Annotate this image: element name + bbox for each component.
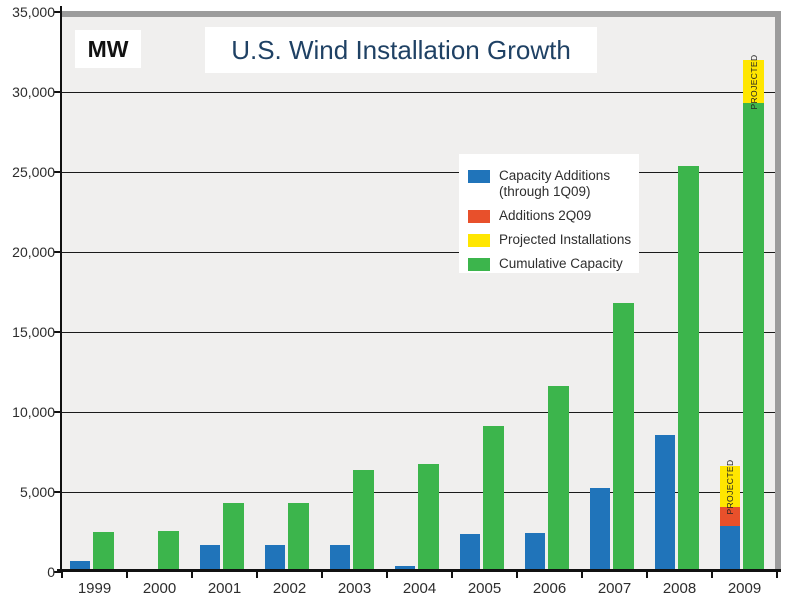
y-axis-tick [54, 251, 62, 253]
bar-cumulative-capacity [418, 464, 439, 572]
bar-capacity-additions [720, 525, 740, 572]
bar-capacity-additions [330, 545, 350, 572]
y-tick-label: 20,000 [12, 244, 55, 260]
bar-cumulative-capacity [483, 425, 504, 572]
bar-additions-2q09 [720, 507, 740, 526]
projected-label: PROJECTED [725, 459, 735, 515]
gridline [62, 171, 775, 173]
x-axis-tick [776, 572, 778, 578]
legend-label-line1: Capacity Additions [499, 168, 611, 183]
y-tick-label: 15,000 [12, 324, 55, 340]
plot-right-shadow [775, 11, 781, 571]
bar-cumulative-capacity [743, 103, 764, 572]
y-axis-tick [54, 491, 62, 493]
y-tick-label: 30,000 [12, 84, 55, 100]
x-axis-tick [711, 572, 713, 578]
legend-label: Additions 2Q09 [499, 208, 592, 223]
bar-capacity-additions [200, 544, 220, 572]
x-axis-tick [61, 572, 63, 578]
chart-title: U.S. Wind Installation Growth [205, 27, 597, 73]
bar-capacity-additions [525, 532, 545, 572]
y-axis-line [60, 6, 62, 573]
x-axis-tick [516, 572, 518, 578]
x-tick-label: 2005 [467, 580, 502, 597]
bar-cumulative-capacity [223, 503, 244, 572]
x-tick-label: 2008 [662, 580, 697, 597]
legend-swatch-additions-2q09 [468, 210, 490, 223]
x-tick-label: 2006 [532, 580, 567, 597]
x-axis-tick [321, 572, 323, 578]
x-tick-label: 2004 [402, 580, 437, 597]
y-axis-tick [54, 331, 62, 333]
y-axis-tick [54, 171, 62, 173]
bar-capacity-additions [265, 544, 285, 572]
x-axis-tick [581, 572, 583, 578]
legend-label: Capacity Additions (through 1Q09) [499, 168, 610, 200]
legend: Capacity Additions (through 1Q09) Additi… [459, 154, 639, 273]
bar-projected-installations [720, 466, 740, 508]
y-axis-tick [54, 411, 62, 413]
x-axis-tick [451, 572, 453, 578]
gridline [62, 251, 775, 253]
bar-capacity-additions [460, 533, 480, 572]
x-axis-tick [386, 572, 388, 578]
x-tick-label: 2002 [272, 580, 307, 597]
bar-capacity-additions [395, 565, 415, 572]
x-axis-line [57, 569, 781, 572]
legend-item-projected-installations: Projected Installations [468, 232, 639, 248]
legend-swatch-cumulative-capacity [468, 258, 490, 271]
x-tick-label: 2007 [597, 580, 632, 597]
gridline [62, 331, 775, 333]
gridline [62, 411, 775, 413]
legend-label: Cumulative Capacity [499, 256, 623, 271]
y-axis-unit-label: MW [75, 30, 141, 68]
plot-top-shadow [62, 11, 781, 17]
bar-cumulative-capacity [613, 303, 634, 572]
x-axis-tick [256, 572, 258, 578]
bar-cumulative-capacity [548, 386, 569, 572]
bar-cumulative-capacity [158, 531, 179, 572]
y-tick-label: 10,000 [12, 404, 55, 420]
bar-cumulative-capacity [678, 165, 699, 572]
legend-item-capacity-additions: Capacity Additions (through 1Q09) [468, 168, 639, 200]
legend-item-cumulative-capacity: Cumulative Capacity [468, 256, 639, 272]
bar-cumulative-capacity [93, 532, 114, 572]
legend-swatch-capacity-additions [468, 170, 490, 183]
legend-label-line2: (through 1Q09) [499, 184, 591, 199]
x-axis-tick [191, 572, 193, 578]
y-tick-label: 25,000 [12, 164, 55, 180]
y-tick-label: 5,000 [19, 484, 55, 500]
y-axis-tick [54, 571, 62, 573]
bar-cumulative-projected-cap [743, 60, 764, 104]
legend-swatch-projected-installations [468, 234, 490, 247]
x-axis-tick [646, 572, 648, 578]
x-tick-label: 2003 [337, 580, 372, 597]
y-axis-tick [54, 11, 62, 13]
y-tick-label: 0 [47, 564, 55, 580]
x-tick-label: 1999 [77, 580, 112, 597]
legend-label: Projected Installations [499, 232, 632, 247]
gridline [62, 91, 775, 93]
bar-capacity-additions [590, 488, 610, 572]
x-tick-label: 2001 [207, 580, 242, 597]
y-tick-label: 35,000 [12, 4, 55, 20]
plot-area: PROJECTED PROJECTED [62, 11, 775, 572]
bar-cumulative-capacity [288, 503, 309, 572]
bar-capacity-additions [70, 561, 90, 572]
x-axis-tick [126, 572, 128, 578]
y-axis-tick [54, 91, 62, 93]
projected-label: PROJECTED [748, 54, 759, 110]
legend-item-additions-2q09: Additions 2Q09 [468, 208, 639, 224]
bar-capacity-additions [655, 435, 675, 572]
x-tick-label: 2000 [142, 580, 177, 597]
bar-cumulative-capacity [353, 470, 374, 572]
x-tick-label: 2009 [727, 580, 762, 597]
